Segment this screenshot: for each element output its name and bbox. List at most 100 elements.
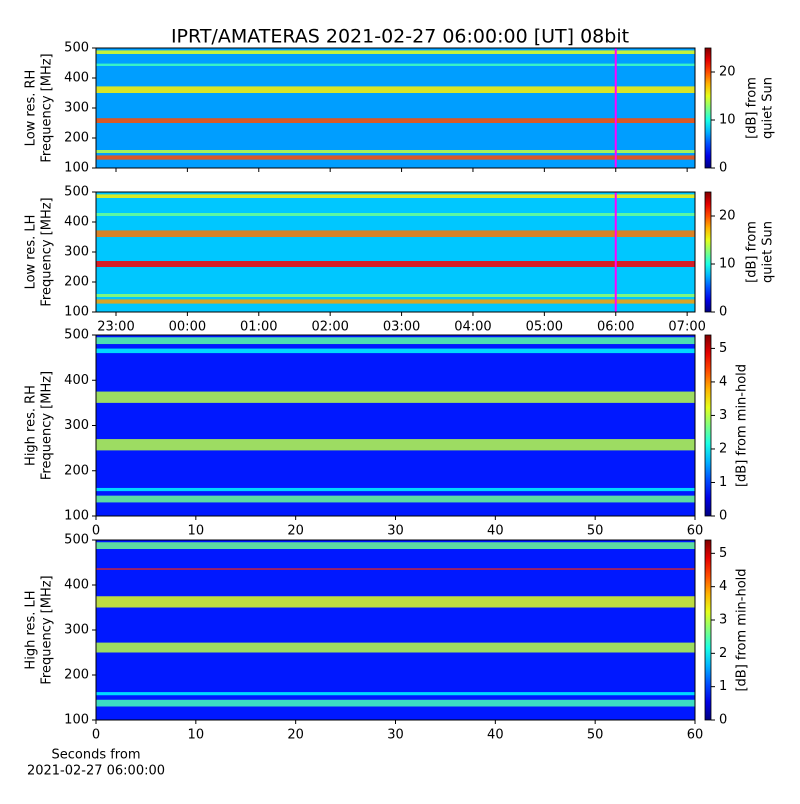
colorbar-tick-label: 0: [719, 305, 727, 320]
colorbar-tick-label: 0: [719, 161, 727, 176]
y-tick-label: 300: [64, 418, 89, 433]
x-tick-label: 60: [687, 728, 704, 743]
y-tick-label: 100: [64, 161, 89, 176]
y-tick-label: 200: [64, 668, 89, 683]
emission-band: [96, 439, 695, 451]
emission-band: [96, 642, 695, 653]
colorbar-tick-label: 3: [719, 408, 727, 423]
emission-band: [96, 230, 695, 237]
y-tick-label: 300: [64, 623, 89, 638]
colorbar: [704, 191, 712, 313]
y-tick-label: 200: [64, 131, 89, 146]
colorbar-tick-label: 4: [719, 374, 727, 389]
emission-band: [96, 299, 695, 304]
emission-band: [96, 487, 695, 492]
emission-band: [96, 261, 695, 267]
y-tick-label: 100: [64, 713, 89, 728]
y-tick-label: 400: [64, 578, 89, 593]
x-tick-label: 00:00: [169, 320, 206, 335]
y-tick-label: 400: [64, 71, 89, 86]
x-tick-label: 0: [92, 728, 100, 743]
y-axis-label: Frequency [MHz]: [40, 197, 55, 306]
heatmap-background: [96, 48, 695, 168]
colorbar-label: [dB] from: [745, 77, 760, 139]
heatmap-background: [96, 540, 695, 720]
emission-band: [96, 596, 695, 608]
y-axis-label: Low res. LH: [24, 215, 39, 290]
emission-band: [96, 542, 695, 549]
colorbar-label: [dB] from min-hold: [735, 568, 750, 691]
y-axis-label: High res. LH: [24, 590, 39, 669]
y-axis-label: Frequency [MHz]: [40, 53, 55, 162]
emission-band: [96, 50, 695, 54]
y-tick-label: 500: [64, 533, 89, 548]
colorbar-tick-label: 20: [719, 65, 736, 80]
y-axis-label: Frequency [MHz]: [40, 575, 55, 684]
emission-band: [96, 391, 695, 403]
x-tick-label: 05:00: [526, 320, 563, 335]
x-tick-label: 04:00: [454, 320, 491, 335]
x-tick-label: 40: [487, 524, 504, 539]
emission-band: [96, 568, 695, 570]
colorbar-tick-label: 5: [719, 341, 727, 356]
x-tick-label: 40: [487, 728, 504, 743]
colorbar: [704, 539, 712, 721]
colorbar-label: [dB] from: [745, 221, 760, 283]
y-tick-label: 100: [64, 305, 89, 320]
x-tick-label: 07:00: [668, 320, 705, 335]
emission-band: [96, 692, 695, 696]
y-tick-label: 200: [64, 275, 89, 290]
emission-band: [96, 699, 695, 707]
x-tick-label: 23:00: [97, 320, 134, 335]
x-tick-label: 50: [587, 524, 604, 539]
emission-band: [96, 150, 695, 153]
colorbar-tick-label: 0: [719, 713, 727, 728]
colorbar-tick-label: 10: [719, 113, 736, 128]
x-tick-label: 50: [587, 728, 604, 743]
colorbar-tick-label: 2: [719, 646, 727, 661]
x-tick-label: 20: [287, 728, 304, 743]
x-tick-label: 06:00: [597, 320, 634, 335]
y-tick-label: 300: [64, 245, 89, 260]
x-tick-label: 60: [687, 524, 704, 539]
x-tick-label: 10: [188, 524, 205, 539]
emission-band: [96, 294, 695, 297]
x-tick-label: 01:00: [240, 320, 277, 335]
colorbar-label: quiet Sun: [761, 221, 776, 283]
colorbar-tick-label: 10: [719, 257, 736, 272]
emission-band: [96, 194, 695, 198]
heatmap-background: [96, 192, 695, 312]
y-tick-label: 300: [64, 101, 89, 116]
y-tick-label: 400: [64, 215, 89, 230]
colorbar-label: [dB] from min-hold: [735, 364, 750, 487]
y-axis-label: Frequency [MHz]: [40, 371, 55, 480]
y-axis-label: Low res. RH: [24, 70, 39, 147]
colorbar: [704, 47, 712, 169]
y-tick-label: 500: [64, 328, 89, 343]
emission-band: [96, 118, 695, 123]
y-tick-label: 200: [64, 463, 89, 478]
x-axis-label: Seconds from: [51, 748, 140, 763]
x-axis-label: 2021-02-27 06:00:00: [27, 764, 165, 779]
y-tick-label: 100: [64, 509, 89, 524]
colorbar-tick-label: 20: [719, 209, 736, 224]
emission-band: [96, 213, 695, 216]
emission-band: [96, 155, 695, 160]
x-tick-label: 30: [387, 728, 404, 743]
x-tick-label: 03:00: [383, 320, 420, 335]
emission-band: [96, 337, 695, 345]
x-tick-label: 10: [188, 728, 205, 743]
figure-title: IPRT/AMATERAS 2021-02-27 06:00:00 [UT] 0…: [171, 26, 629, 48]
colorbar-tick-label: 3: [719, 613, 727, 628]
y-tick-label: 500: [64, 185, 89, 200]
colorbar: [704, 334, 712, 517]
y-tick-label: 400: [64, 373, 89, 388]
colorbar-tick-label: 1: [719, 475, 727, 490]
colorbar-tick-label: 4: [719, 579, 727, 594]
x-tick-label: 20: [287, 524, 304, 539]
colorbar-tick-label: 0: [719, 509, 727, 524]
emission-band: [96, 348, 695, 354]
heatmap-background: [96, 335, 695, 516]
emission-band: [96, 86, 695, 93]
